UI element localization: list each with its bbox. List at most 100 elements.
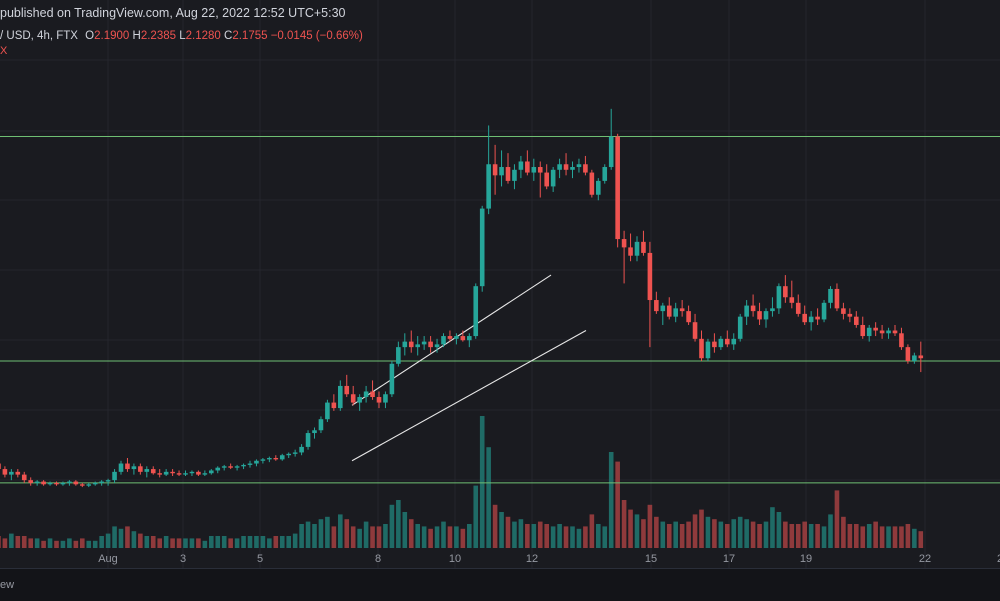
candle	[512, 164, 517, 190]
candle	[834, 283, 840, 312]
volume-bar	[305, 521, 311, 548]
candle	[344, 374, 350, 398]
volume-bar	[312, 524, 317, 548]
candle	[789, 280, 795, 309]
candle	[118, 460, 124, 475]
candle	[163, 469, 169, 476]
volume-bar	[892, 526, 898, 548]
volume-bar	[834, 490, 840, 548]
volume-bar	[563, 526, 569, 548]
candle	[725, 330, 730, 348]
volume-bar	[138, 533, 143, 548]
volume-bar	[2, 538, 8, 548]
candle-body	[615, 136, 620, 240]
candle	[286, 452, 291, 458]
volume-bar	[215, 536, 221, 548]
candle	[563, 153, 569, 176]
candle-body	[125, 463, 130, 470]
candle-body	[189, 471, 195, 474]
candle	[408, 330, 414, 353]
candle	[570, 161, 575, 179]
candle	[879, 324, 885, 339]
candle	[866, 324, 872, 342]
volume-bar	[795, 524, 801, 548]
candle-body	[596, 180, 601, 195]
volume-bar	[131, 531, 137, 548]
candle-body	[712, 341, 717, 348]
candle	[679, 300, 685, 317]
candle	[80, 482, 85, 488]
candle-body	[215, 467, 221, 471]
candle-body	[808, 316, 814, 323]
candle	[763, 308, 769, 328]
channel-line-upper[interactable]	[351, 274, 552, 406]
candle-body	[370, 391, 375, 398]
candle	[389, 361, 395, 398]
candle-body	[170, 471, 175, 474]
channel-line-lower[interactable]	[351, 330, 587, 462]
volume-bar	[608, 452, 614, 548]
candle-body	[879, 330, 885, 334]
candle	[2, 466, 8, 478]
volume-bar	[905, 524, 911, 548]
x-tick-label: 3	[180, 553, 186, 565]
candle	[54, 481, 59, 486]
volume-bar	[0, 536, 1, 548]
candle	[267, 456, 272, 463]
candle	[254, 459, 259, 467]
volume-bar	[157, 538, 162, 548]
volume-bar	[737, 516, 743, 548]
candle	[918, 341, 924, 373]
volume-bar	[628, 509, 633, 548]
candle-body	[441, 336, 446, 345]
footer-bar: ew	[0, 568, 1000, 601]
volume-bar	[486, 447, 491, 548]
candle-body	[537, 167, 543, 173]
candle-body	[518, 161, 524, 170]
volume-bar	[15, 536, 21, 548]
candle-body	[376, 397, 382, 403]
volume-bar	[750, 521, 756, 548]
candle-body	[357, 397, 362, 403]
volume-bar	[473, 485, 479, 548]
candle-body	[260, 459, 266, 461]
symbol-label: / USD, 4h, FTX	[0, 30, 78, 42]
volume-bar	[841, 516, 846, 548]
candle-body	[654, 300, 659, 312]
candle	[131, 463, 137, 475]
open-label: O	[85, 30, 95, 42]
candle-body	[28, 480, 33, 483]
candle	[396, 341, 401, 367]
candle-body	[679, 308, 685, 312]
candle-body	[279, 455, 285, 460]
volume-bar	[421, 526, 427, 548]
volume-bar	[196, 538, 201, 548]
candle-body	[312, 430, 317, 434]
volume-bar	[821, 526, 827, 548]
candle	[467, 333, 472, 348]
candle-body	[602, 167, 608, 181]
candle-body	[783, 286, 788, 298]
horizontal-levels	[0, 136, 1000, 484]
volume-bar	[357, 528, 362, 548]
candle	[28, 477, 33, 486]
candle-body	[176, 473, 182, 475]
candle	[737, 313, 743, 342]
volume-bar	[712, 519, 717, 548]
candle-body	[918, 355, 924, 359]
volume-bar	[189, 538, 195, 548]
volume-bar	[460, 528, 466, 548]
candle-body	[647, 252, 653, 301]
volume-bar	[28, 538, 33, 548]
volume-bar	[221, 536, 227, 548]
x-tick-label: 8	[375, 553, 381, 565]
volume-bar	[854, 524, 859, 548]
candle	[447, 330, 453, 342]
volume-bar	[67, 538, 72, 548]
x-tick-label: 17	[723, 553, 735, 565]
volume-bar	[770, 507, 775, 548]
candle-body	[608, 136, 614, 168]
volume-bar	[247, 536, 253, 548]
volume-bar	[279, 536, 285, 548]
